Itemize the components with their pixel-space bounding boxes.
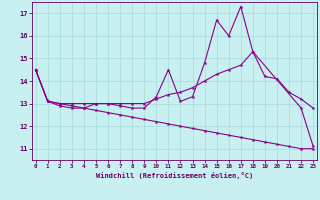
X-axis label: Windchill (Refroidissement éolien,°C): Windchill (Refroidissement éolien,°C) (96, 172, 253, 179)
